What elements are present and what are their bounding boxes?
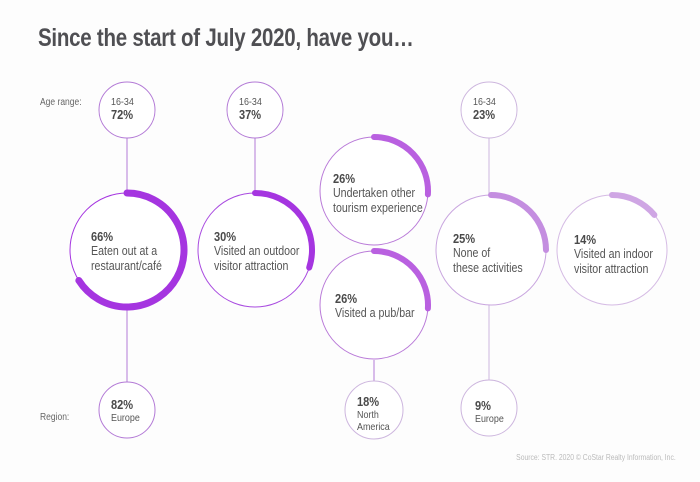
progress-arc xyxy=(252,190,315,271)
progress-arc xyxy=(371,134,431,198)
activity-1: 66% Eaten out at a restaurant/café xyxy=(91,229,162,273)
region-stat-1: 82% Europe xyxy=(111,397,140,425)
region-label: Region: xyxy=(40,412,70,423)
progress-arc xyxy=(75,189,188,311)
age-circle-2 xyxy=(226,81,284,139)
source-note: Source: STR. 2020 © CoStar Realty Inform… xyxy=(516,453,676,462)
region-circle-4 xyxy=(344,380,404,440)
progress-arc xyxy=(371,248,431,312)
region-stat-4: 18% North America xyxy=(357,394,390,434)
age-range-label: Age range: xyxy=(40,97,82,108)
activity-6: 14% Visited an indoor visitor attraction xyxy=(574,232,653,276)
region-circle-1 xyxy=(98,381,156,439)
connector-lines xyxy=(126,138,490,382)
age-stat-1: 16-34 72% xyxy=(111,96,134,122)
age-circle-5 xyxy=(460,81,518,139)
activity-3: 26% Undertaken other tourism experience xyxy=(333,171,423,215)
activity-2: 30% Visited an outdoor visitor attractio… xyxy=(214,229,300,273)
progress-arc xyxy=(488,192,549,253)
age-stat-2: 16-34 37% xyxy=(239,96,262,122)
region-circle-5 xyxy=(460,379,518,437)
age-stat-5: 16-34 23% xyxy=(473,96,496,122)
chart-title: Since the start of July 2020, have you… xyxy=(38,24,414,52)
region-stat-5: 9% Europe xyxy=(475,398,504,426)
age-circle-1 xyxy=(98,81,156,139)
progress-arc xyxy=(609,192,658,218)
activity-5: 25% None of these activities xyxy=(453,231,523,275)
activity-4: 26% Visited a pub/bar xyxy=(335,291,415,320)
